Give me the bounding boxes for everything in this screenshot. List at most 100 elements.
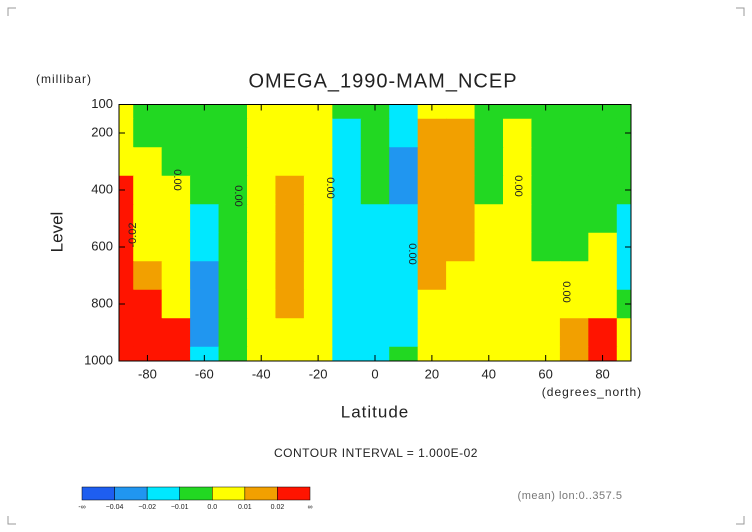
field-cell [119,104,134,120]
field-cell [616,261,631,291]
field-cell [531,289,561,319]
field-cell [119,118,134,148]
field-cell [531,346,561,361]
x-axis-label: Latitude [341,402,410,421]
field-cell [133,147,163,177]
field-cell [474,104,504,120]
field-cell [360,147,390,177]
contour-label: 0.00 [406,243,418,264]
field-cell [389,289,419,319]
field-cell [559,232,589,262]
field-cell [417,289,447,319]
field-cell [218,147,248,177]
colorbar-label: 0.02 [271,504,285,511]
field-cell [161,118,191,148]
field-cell [218,204,248,234]
field-cell [275,147,305,177]
contour-label: 0.00 [512,175,524,196]
field-cell [417,204,447,234]
field-cell [275,118,305,148]
field-cell [332,261,362,291]
field-cell [133,318,163,348]
field-cell [161,147,191,177]
field-cell [616,175,631,205]
field-cell [247,232,277,262]
field-cell [360,104,390,120]
field-cell [119,289,134,319]
field-cell [389,232,419,262]
field-cell [218,118,248,148]
field-cell [417,346,447,361]
field-cell [389,346,419,361]
field-cell [616,104,631,120]
field-cell [360,118,390,148]
field-cell [133,118,163,148]
field [119,104,631,361]
field-cell [119,232,134,262]
field-cell [417,175,447,205]
colorbar-swatch [81,486,115,501]
footnote: (mean) lon:0..357.5 [518,490,623,502]
field-cell [446,289,476,319]
field-cell [190,147,220,177]
field-cell [275,318,305,348]
colorbar-label: -∞ [78,504,85,511]
field-cell [503,232,533,262]
field-cell [588,175,618,205]
field-cell [360,204,390,234]
field-cell [247,104,277,120]
field-cell [446,346,476,361]
field-cell [531,104,561,120]
field-cell [303,261,333,291]
field-cell [559,318,589,348]
x-tick-label: -60 [195,366,214,381]
field-cell [332,175,362,205]
field-cell [360,289,390,319]
field-cell [303,118,333,148]
field-cell [417,147,447,177]
field-cell [119,175,134,205]
field-cell [303,232,333,262]
field-cell [616,118,631,148]
x-tick-label: -20 [309,366,328,381]
field-cell [133,346,163,361]
field-cell [559,118,589,148]
field-cell [218,318,248,348]
colorbar-swatch [212,486,246,501]
field-cell [332,118,362,148]
field-cell [360,175,390,205]
field-cell [503,147,533,177]
field-cell [588,147,618,177]
field-cell [218,104,248,120]
field-cell [303,289,333,319]
field-cell [503,289,533,319]
field-cell [119,261,134,291]
field-cell [119,147,134,177]
field-cell [474,147,504,177]
field-cell [303,318,333,348]
field-cell [332,318,362,348]
field-cell [389,204,419,234]
field-cell [559,289,589,319]
field-cell [247,346,277,361]
field-cell [275,261,305,291]
field-cell [531,118,561,148]
field-cell [616,147,631,177]
field-cell [417,118,447,148]
field-cell [446,118,476,148]
field-cell [218,261,248,291]
field-cell [503,175,533,205]
field-cell [474,318,504,348]
field-cell [531,175,561,205]
x-tick-label: 80 [595,366,609,381]
y-tick-label: 200 [91,124,113,139]
field-cell [474,346,504,361]
x-tick-label: -40 [252,366,271,381]
colorbar-label: −0.02 [138,504,156,511]
field-cell [474,118,504,148]
field-cell [247,261,277,291]
field-cell [275,104,305,120]
field-cell [133,232,163,262]
field-cell [360,318,390,348]
